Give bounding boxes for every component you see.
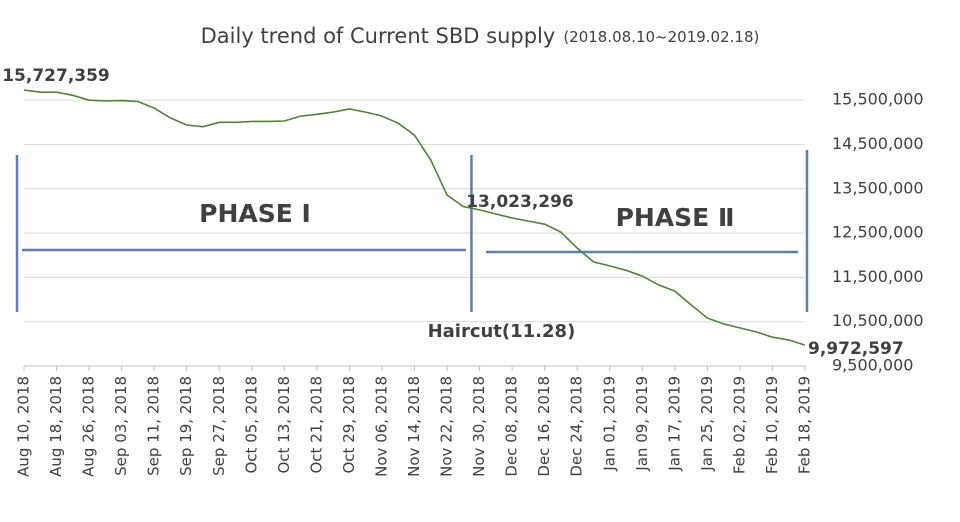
x-tick-label: Feb 02, 2019 bbox=[730, 376, 748, 474]
chart-title-group: Daily trend of Current SBD supply (2018.0… bbox=[201, 24, 760, 48]
y-tick-label: 12,500,000 bbox=[832, 223, 924, 242]
x-tick-label: Nov 30, 2018 bbox=[470, 376, 488, 477]
x-tick-label: Dec 08, 2018 bbox=[503, 376, 521, 477]
x-tick-label: Oct 13, 2018 bbox=[275, 376, 293, 474]
y-tick-label: 9,500,000 bbox=[832, 356, 913, 375]
y-tick-label: 14,500,000 bbox=[832, 134, 924, 153]
chart-subtitle: (2018.08.10~2019.02.18) bbox=[563, 28, 759, 46]
x-tick-label: Feb 18, 2019 bbox=[796, 376, 814, 474]
x-tick-label: Aug 18, 2018 bbox=[47, 376, 65, 477]
x-tick-label: Sep 27, 2018 bbox=[210, 376, 228, 476]
data-label: 13,023,296 bbox=[466, 192, 574, 212]
x-tick-label: Aug 26, 2018 bbox=[80, 376, 98, 477]
x-tick-label: Jan 17, 2019 bbox=[665, 376, 683, 472]
phase-label: PHASE Ⅰ bbox=[199, 199, 311, 228]
y-tick-label: 11,500,000 bbox=[832, 267, 924, 286]
x-tick-label: Sep 03, 2018 bbox=[112, 376, 130, 476]
x-tick-label: Jan 25, 2019 bbox=[698, 376, 716, 472]
y-tick-label: 13,500,000 bbox=[832, 178, 924, 197]
x-tick-label: Oct 29, 2018 bbox=[340, 376, 358, 474]
x-tick-label: Dec 24, 2018 bbox=[568, 376, 586, 477]
x-tick-label: Nov 14, 2018 bbox=[405, 376, 423, 477]
data-line bbox=[23, 89, 806, 346]
x-tick-label: Aug 10, 2018 bbox=[15, 376, 33, 477]
haircut-label: Haircut(11.28) bbox=[428, 321, 576, 342]
chart-title: Daily trend of Current SBD supply bbox=[201, 24, 556, 48]
data-label: 9,972,597 bbox=[808, 339, 904, 359]
x-tick-label: Sep 19, 2018 bbox=[177, 376, 195, 476]
x-tick-label: Sep 11, 2018 bbox=[145, 376, 163, 476]
y-tick-label: 15,500,000 bbox=[832, 90, 924, 109]
x-tick-label: Nov 06, 2018 bbox=[372, 376, 390, 477]
data-label: 15,727,359 bbox=[2, 66, 110, 86]
x-tick-label: Jan 09, 2019 bbox=[633, 376, 651, 472]
x-tick-label: Dec 16, 2018 bbox=[535, 376, 553, 477]
x-tick-label: Nov 22, 2018 bbox=[438, 376, 456, 477]
phase-label: PHASE Ⅱ bbox=[616, 203, 735, 232]
y-tick-label: 10,500,000 bbox=[832, 311, 924, 330]
x-tick-label: Oct 21, 2018 bbox=[307, 376, 325, 474]
x-tick-label: Oct 05, 2018 bbox=[242, 376, 260, 474]
x-tick-label: Jan 01, 2019 bbox=[600, 376, 618, 472]
x-tick-label: Feb 10, 2019 bbox=[763, 376, 781, 474]
